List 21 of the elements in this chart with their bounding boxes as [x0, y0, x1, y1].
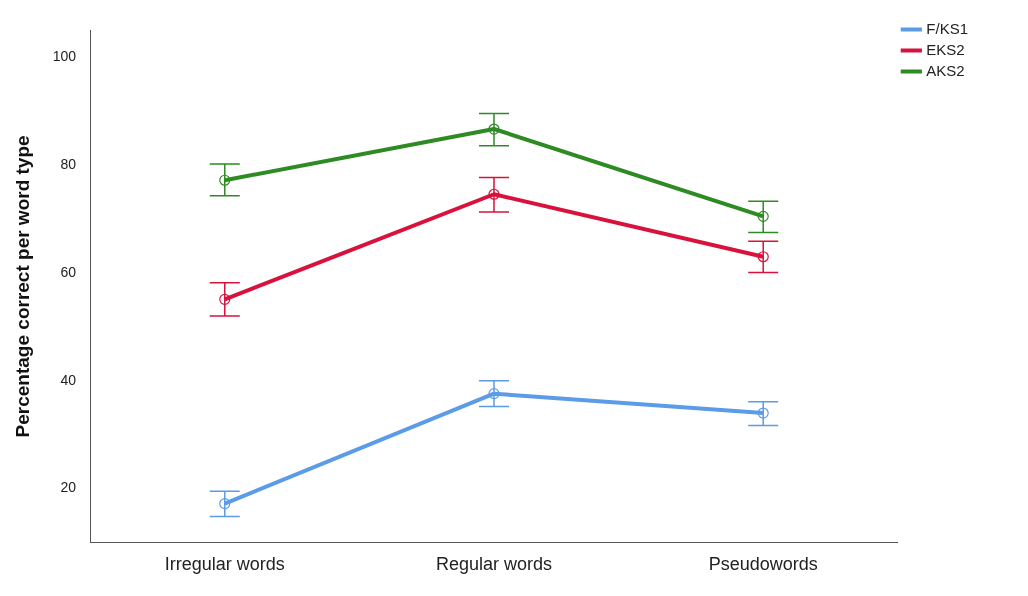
point [757, 251, 769, 263]
point [757, 210, 769, 222]
y-tick-label: 40 [60, 371, 77, 388]
point [219, 498, 231, 510]
point [488, 388, 500, 400]
y-tick-label: 100 [52, 48, 77, 65]
x-tick-label: Regular words [435, 554, 553, 575]
point [757, 407, 769, 419]
point [219, 174, 231, 186]
point [219, 293, 231, 305]
x-tick-label: Irregular words [164, 554, 285, 575]
y-tick-label: 60 [60, 263, 77, 280]
legend-label: EKS2 [926, 40, 965, 58]
legend-label: F/KS1 [926, 19, 969, 37]
x-tick-label: Pseudowords [708, 554, 818, 575]
y-tick-label: 20 [60, 479, 77, 496]
y-tick-label: 80 [60, 156, 77, 172]
point [488, 188, 500, 200]
legend-label: AKS2 [926, 61, 965, 79]
y-axis-title: Percentage correct per word type [11, 135, 33, 438]
point [488, 123, 500, 135]
